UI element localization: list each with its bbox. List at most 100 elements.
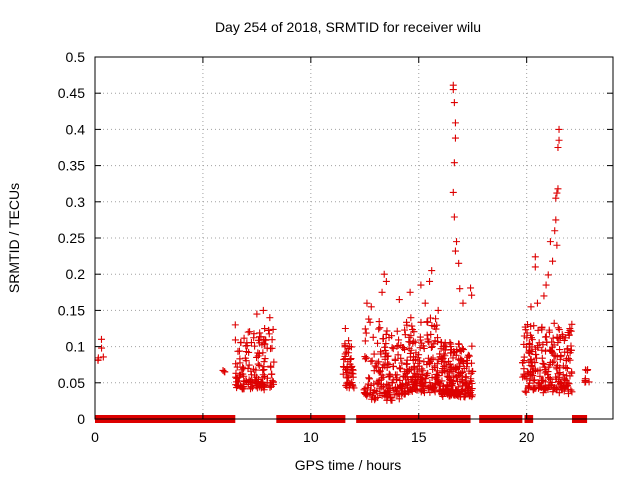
- data-point: [459, 357, 467, 365]
- data-point: [367, 303, 375, 311]
- data-point: [540, 292, 548, 300]
- data-point: [553, 386, 561, 394]
- data-point: [430, 340, 438, 348]
- data-point: [524, 369, 532, 377]
- data-point: [427, 343, 435, 351]
- data-point: [554, 361, 562, 369]
- data-point: [545, 374, 553, 382]
- data-point: [559, 362, 567, 370]
- data-point: [526, 346, 534, 354]
- y-tick-label: 0.1: [66, 339, 86, 355]
- data-point: [399, 344, 407, 352]
- data-point: [555, 381, 563, 389]
- data-point: [257, 380, 265, 388]
- data-point: [583, 366, 591, 374]
- data-point: [439, 354, 447, 362]
- data-point: [454, 378, 462, 386]
- chart-title: Day 254 of 2018, SRMTID for receiver wil…: [215, 19, 481, 35]
- x-tick-label: 0: [91, 429, 99, 445]
- data-point: [445, 392, 453, 400]
- data-point: [556, 369, 564, 377]
- data-point: [376, 324, 384, 332]
- data-point: [451, 365, 459, 373]
- data-point: [267, 345, 275, 353]
- data-point: [98, 344, 106, 352]
- data-point: [383, 380, 391, 388]
- data-point: [450, 159, 458, 167]
- data-point: [462, 379, 470, 387]
- y-tick-label: 0.25: [58, 230, 85, 246]
- data-point: [563, 364, 571, 372]
- data-point: [236, 371, 244, 379]
- data-point: [391, 391, 399, 399]
- data-point: [99, 353, 107, 361]
- data-point: [410, 328, 418, 336]
- data-point: [451, 247, 459, 255]
- data-point: [379, 335, 387, 343]
- data-point: [259, 306, 267, 314]
- data-point: [432, 325, 440, 333]
- data-point: [528, 336, 536, 344]
- data-point: [468, 393, 476, 401]
- data-point: [532, 350, 540, 358]
- y-tick-label: 0.5: [66, 49, 86, 65]
- data-point: [411, 384, 419, 392]
- data-point: [366, 391, 374, 399]
- data-point: [565, 390, 573, 398]
- data-point: [407, 332, 415, 340]
- y-tick-label: 0.15: [58, 302, 85, 318]
- data-point: [429, 354, 437, 362]
- data-point: [447, 364, 455, 372]
- data-point: [405, 366, 413, 374]
- data-point: [432, 315, 440, 323]
- data-point: [388, 396, 396, 404]
- data-point: [345, 337, 353, 345]
- data-point: [531, 253, 539, 261]
- data-point: [446, 375, 454, 383]
- data-point: [269, 325, 277, 333]
- data-point: [367, 381, 375, 389]
- data-point: [374, 367, 382, 375]
- data-point: [554, 144, 562, 151]
- data-point: [459, 299, 467, 307]
- data-point: [269, 378, 277, 386]
- x-axis-label: GPS time / hours: [295, 457, 402, 473]
- data-point: [468, 359, 476, 367]
- data-point: [385, 370, 393, 378]
- x-tick-label: 10: [303, 429, 319, 445]
- data-point: [521, 323, 529, 331]
- data-point: [527, 303, 535, 311]
- data-point: [465, 382, 473, 390]
- data-point: [346, 343, 354, 351]
- data-point: [253, 353, 261, 361]
- data-point: [409, 339, 417, 347]
- data-point: [450, 99, 458, 107]
- data-point: [540, 360, 548, 368]
- data-point: [403, 373, 411, 381]
- data-point: [398, 381, 406, 389]
- data-point: [431, 380, 439, 388]
- data-point: [245, 361, 253, 369]
- data-point: [420, 344, 428, 352]
- data-point: [247, 367, 255, 375]
- data-point: [434, 338, 442, 346]
- data-point: [377, 348, 385, 356]
- data-point: [539, 341, 547, 349]
- data-point: [427, 330, 435, 338]
- data-point: [392, 383, 400, 391]
- data-point: [250, 334, 258, 342]
- data-point: [428, 322, 436, 330]
- data-point: [426, 314, 434, 322]
- data-point: [261, 355, 269, 363]
- data-point: [368, 357, 376, 365]
- data-point: [534, 326, 542, 334]
- data-point: [417, 281, 425, 289]
- data-point: [557, 353, 565, 361]
- data-point: [94, 354, 102, 362]
- data-point: [270, 358, 278, 366]
- data-point: [381, 355, 389, 363]
- data-point: [239, 385, 247, 393]
- data-point: [530, 384, 538, 392]
- data-point: [398, 359, 406, 367]
